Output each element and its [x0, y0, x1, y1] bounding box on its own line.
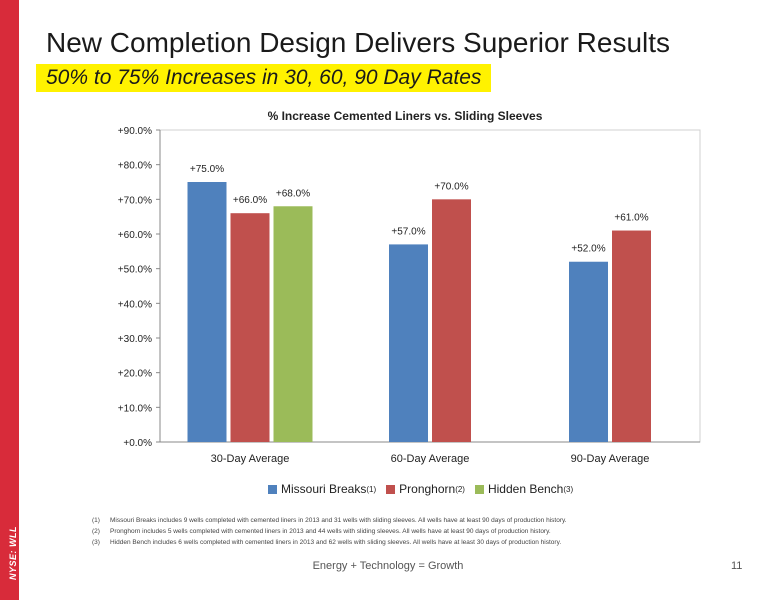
- footnote-number: (2): [92, 528, 100, 535]
- y-tick-label: +50.0%: [118, 265, 152, 276]
- footnote: (2) Pronghorn includes 5 wells completed …: [92, 526, 712, 537]
- legend-footnote-ref: (3): [563, 484, 574, 494]
- y-tick-label: +90.0%: [118, 126, 152, 137]
- side-accent-bar: NYSE: WLL: [0, 0, 19, 600]
- legend-item: Hidden Bench (3): [474, 482, 574, 496]
- bar-data-label: +57.0%: [391, 226, 425, 237]
- slide-title: New Completion Design Delivers Superior …: [46, 27, 671, 58]
- legend-swatch: [268, 484, 277, 494]
- footer-tagline: Energy + Technology = Growth: [312, 560, 464, 572]
- bar-missouri-breaks: [569, 261, 608, 442]
- x-category-label: 90-Day Average: [571, 453, 650, 465]
- bar-pronghorn: [230, 213, 270, 442]
- legend-item: Pronghorn (2): [386, 482, 465, 496]
- legend-swatch: [386, 484, 396, 494]
- y-tick-label: +70.0%: [118, 195, 152, 206]
- footnote-text: Hidden Bench includes 6 wells completed …: [110, 539, 562, 546]
- bar-pronghorn: [432, 199, 471, 442]
- bar-data-label: +61.0%: [614, 213, 648, 224]
- footnote-number: (3): [92, 539, 100, 546]
- x-category-label: 60-Day Average: [391, 453, 470, 465]
- bar-data-label: +70.0%: [434, 181, 468, 192]
- chart-legend: Missouri Breaks (1) Pronghorn (2) Hidden Ben…: [268, 482, 583, 496]
- bar-missouri-breaks: [389, 244, 428, 442]
- slide-subtitle: 50% to 75% Increases in 30, 60, 90 Day R…: [36, 64, 492, 92]
- bar-data-label: +66.0%: [233, 195, 267, 206]
- y-tick-label: +30.0%: [118, 334, 152, 345]
- page-number: 11: [731, 560, 743, 572]
- y-tick-label: +40.0%: [118, 299, 152, 310]
- chart-title: % Increase Cemented Liners vs. Sliding S…: [268, 109, 543, 123]
- legend-swatch: [474, 484, 484, 494]
- legend-item: Missouri Breaks (1): [268, 482, 376, 496]
- footnotes: (1) Missouri Breaks includes 9 wells comp…: [92, 515, 712, 548]
- y-tick-label: +0.0%: [123, 438, 152, 449]
- footnote: (1) Missouri Breaks includes 9 wells comp…: [92, 515, 712, 526]
- bar-missouri-breaks: [187, 182, 227, 442]
- bar-data-label: +68.0%: [276, 188, 310, 199]
- legend-label: Missouri Breaks: [281, 482, 367, 496]
- legend-label: Hidden Bench: [487, 482, 564, 496]
- bar-pronghorn: [612, 230, 651, 442]
- x-category-label: 30-Day Average: [211, 453, 290, 465]
- bar-data-label: +75.0%: [190, 164, 224, 175]
- legend-footnote-ref: (2): [455, 484, 465, 494]
- bar-data-label: +52.0%: [571, 244, 605, 255]
- bar-hidden-bench: [273, 206, 313, 442]
- y-tick-label: +60.0%: [118, 230, 152, 241]
- footnote-text: Pronghorn includes 5 wells completed wit…: [110, 528, 551, 535]
- y-tick-label: +80.0%: [118, 161, 152, 172]
- y-tick-label: +20.0%: [118, 369, 152, 380]
- footnote-text: Missouri Breaks includes 9 wells complet…: [110, 517, 567, 524]
- y-tick-label: +10.0%: [118, 403, 152, 414]
- legend-footnote-ref: (1): [366, 484, 377, 494]
- legend-label: Pronghorn: [399, 482, 456, 496]
- footnote: (3) Hidden Bench includes 6 wells complet…: [92, 537, 712, 548]
- footnote-number: (1): [92, 517, 100, 524]
